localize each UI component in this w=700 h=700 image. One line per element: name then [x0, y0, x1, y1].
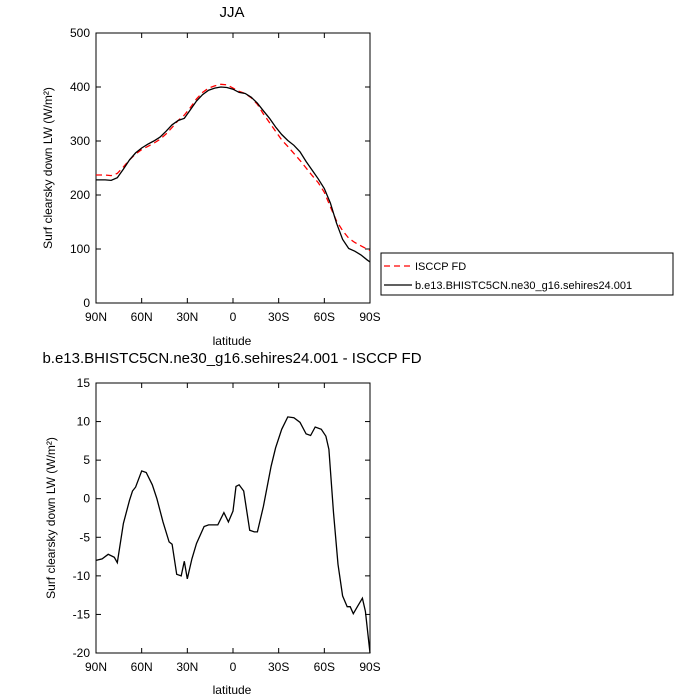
- bottom-x-tick-label: 30S: [268, 660, 289, 674]
- legend-label-isccp: ISCCP FD: [415, 261, 466, 273]
- top-y-tick-label: 500: [70, 26, 90, 40]
- bottom-x-tick-label: 60N: [131, 660, 153, 674]
- top-axis-ticks: 90N 60N 30N 0 30S 60S 90S 0 100 200 300 400 500: [70, 26, 381, 324]
- bottom-y-tick-label: -20: [73, 646, 91, 660]
- top-x-tick-label: 90S: [359, 310, 380, 324]
- legend: ISCCP FD b.e13.BHISTC5CN.ne30_g16.sehire…: [380, 252, 674, 296]
- bottom-x-tick-label: 30N: [176, 660, 198, 674]
- bottom-chart: b.e13.BHISTC5CN.ne30_g16.sehires24.001 -…: [42, 350, 421, 697]
- top-plot-frame: [95, 32, 371, 304]
- bottom-y-axis-label: Surf clearsky down LW (W/m²): [44, 437, 58, 599]
- bottom-y-tick-label: -5: [79, 530, 90, 544]
- top-y-axis-label: Surf clearsky down LW (W/m²): [41, 87, 55, 249]
- top-y-tick-label: 0: [83, 296, 90, 310]
- bottom-chart-title: b.e13.BHISTC5CN.ne30_g16.sehires24.001 -…: [42, 350, 421, 367]
- bottom-y-tick-label: 10: [77, 415, 91, 429]
- top-x-tick-label: 60N: [131, 310, 153, 324]
- bottom-x-tick-label: 60S: [314, 660, 335, 674]
- top-series-lines: [96, 83, 371, 263]
- top-series-line-1: [96, 86, 371, 263]
- bottom-x-tick-label: 90N: [85, 660, 107, 674]
- top-series-line-0: [96, 83, 371, 252]
- bottom-y-tick-label: 15: [77, 376, 91, 390]
- bottom-x-tick-label: 0: [230, 660, 237, 674]
- top-y-tick-label: 100: [70, 242, 90, 256]
- bottom-axis-ticks: 90N 60N 30N 0 30S 60S 90S -20 -15 -10 -5 0 5 10 15: [73, 376, 381, 674]
- bottom-series-lines: [95, 416, 371, 654]
- bottom-y-tick-label: 5: [83, 453, 90, 467]
- top-chart-title: JJA: [219, 4, 244, 21]
- bottom-y-tick-label: 0: [83, 492, 90, 506]
- bottom-plot-frame: [95, 382, 371, 654]
- bottom-series-line-0: [95, 416, 371, 654]
- top-x-tick-label: 30N: [176, 310, 198, 324]
- top-y-tick-label: 400: [70, 80, 90, 94]
- legend-label-model: b.e13.BHISTC5CN.ne30_g16.sehires24.001: [415, 280, 632, 292]
- top-x-tick-label: 90N: [85, 310, 107, 324]
- bottom-y-tick-label: -15: [73, 607, 91, 621]
- top-x-tick-label: 0: [230, 310, 237, 324]
- bottom-y-tick-label: -10: [73, 569, 91, 583]
- bottom-x-tick-label: 90S: [359, 660, 380, 674]
- bottom-x-axis-label: latitude: [213, 683, 252, 697]
- legend-box: [380, 252, 674, 296]
- top-x-axis-label: latitude: [213, 334, 252, 348]
- top-x-tick-label: 60S: [314, 310, 335, 324]
- top-x-tick-label: 30S: [268, 310, 289, 324]
- top-chart: JJA 90N 60N 30N 0 30S 60S 90S0100200300400500 …: [41, 4, 674, 348]
- top-y-tick-label: 200: [70, 188, 90, 202]
- top-y-tick-label: 300: [70, 134, 90, 148]
